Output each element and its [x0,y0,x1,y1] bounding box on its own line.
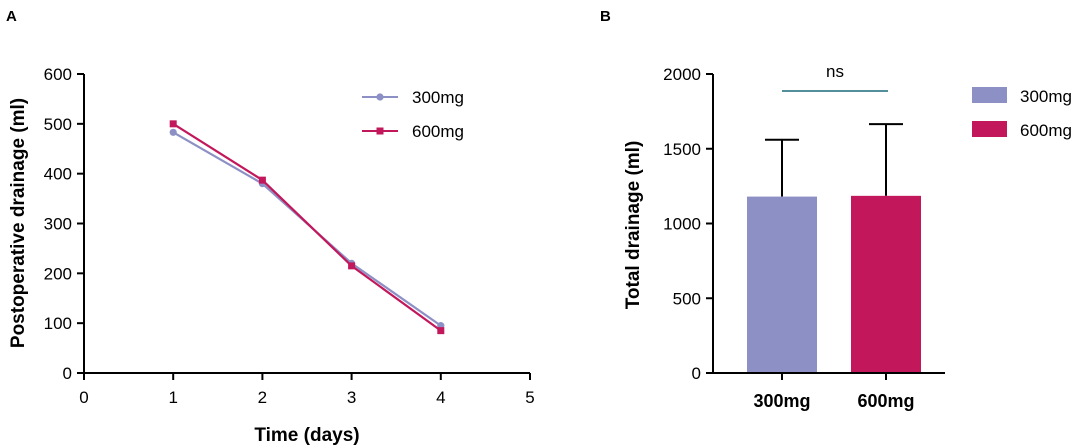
panel-a-y-tick-label: 600 [44,65,72,84]
panel-b-legend-300mg: 300mg [1020,87,1072,106]
panel-a-x-axis-title: Time (days) [254,425,359,446]
data-point-600mg [437,327,445,335]
panel-a-legend-600mg: 600mg [412,122,464,141]
panel-b-y-tick-label: 0 [692,364,701,383]
panel-a-x-tick-label: 1 [168,388,177,407]
series-line-600mg [172,122,442,332]
panel-b-y-tick-label: 2000 [663,65,701,84]
panel-a-x-tick-label: 5 [525,388,534,407]
panel-a-label: A [6,8,17,25]
panel-a-y-tick-label: 400 [44,165,72,184]
panel-b-bar-chart: B 0 500 1000 1500 2000 300mg 600mg Total drai… [600,8,1072,411]
legend-swatch-600mg [972,121,1007,137]
data-point-300mg [169,128,177,136]
bar-600mg [851,195,921,373]
legend-marker-600mg [376,127,384,135]
legend-marker-300mg [376,93,384,101]
panel-a-x-tick-label: 3 [347,388,356,407]
panel-a-y-tick-label: 300 [44,215,72,234]
panel-b-y-axis-title: Total drainage (ml) [623,141,644,310]
panel-a-legend: 300mg 600mg [362,88,464,141]
panel-a-x-tick-label: 2 [258,388,267,407]
panel-b-legend: 300mg 600mg [972,87,1072,140]
data-point-600mg [258,176,266,184]
bar-300mg [747,196,817,373]
data-point-600mg [348,262,356,270]
legend-swatch-300mg [972,87,1007,103]
data-point-600mg [169,120,177,128]
significance-label: ns [826,62,844,81]
series-line-300mg [172,131,442,327]
panel-b-y-tick-label: 500 [673,289,701,308]
panel-a-y-axis-title: Postoperative drainage (ml) [8,98,29,348]
panel-a-y-tick-label: 100 [44,314,72,333]
panel-a-y-tick-label: 200 [44,264,72,283]
panel-a-legend-300mg: 300mg [412,88,464,107]
panel-a-y-tick-label: 500 [44,115,72,134]
category-label-600mg: 600mg [857,391,914,411]
panel-a-x-tick-label: 4 [436,388,445,407]
panel-a-line-chart: A 0 100 200 300 400 500 600 0 1 2 3 4 5 Time (days)… [6,8,535,446]
category-label-300mg: 300mg [753,391,810,411]
panel-a-x-tick-label: 0 [79,388,88,407]
panel-b-y-tick-label: 1500 [663,140,701,159]
panel-b-label: B [600,8,611,25]
panel-b-y-tick-label: 1000 [663,215,701,234]
panel-b-legend-600mg: 600mg [1020,121,1072,140]
panel-a-y-tick-label: 0 [63,364,72,383]
